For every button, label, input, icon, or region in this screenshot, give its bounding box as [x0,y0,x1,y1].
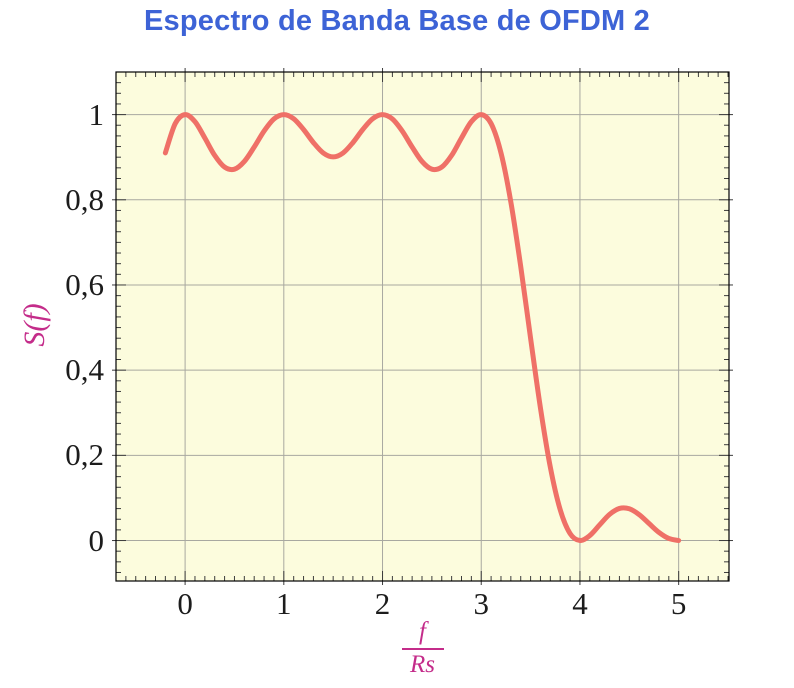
y-tick-label-0: 0 [88,522,105,558]
y-axis-label: S(f) [18,303,51,347]
x-tick-label-2: 2 [374,586,391,621]
y-tick-label-1: 1 [88,96,105,132]
x-tick-label-0: 0 [177,586,193,621]
y-tick-label-0,4: 0,4 [65,352,104,388]
y-tick-label-0,8: 0,8 [65,181,104,217]
chart-title: Espectro de Banda Base de OFDM 2 [144,5,650,37]
y-tick-label-0,6: 0,6 [65,266,104,302]
x-tick-label-3: 3 [473,586,489,621]
x-tick-label-1: 1 [276,586,292,621]
x-axis-label: f Rs [116,618,729,679]
y-tick-label-0,2: 0,2 [65,437,104,473]
x-axis-label-denominator: Rs [410,651,435,679]
x-tick-label-5: 5 [670,586,687,621]
x-axis-label-numerator: f [419,618,426,645]
series-curve [162,112,682,544]
fraction-bar [401,648,444,651]
x-tick-label-4: 4 [572,586,588,621]
plot-border [115,71,730,582]
